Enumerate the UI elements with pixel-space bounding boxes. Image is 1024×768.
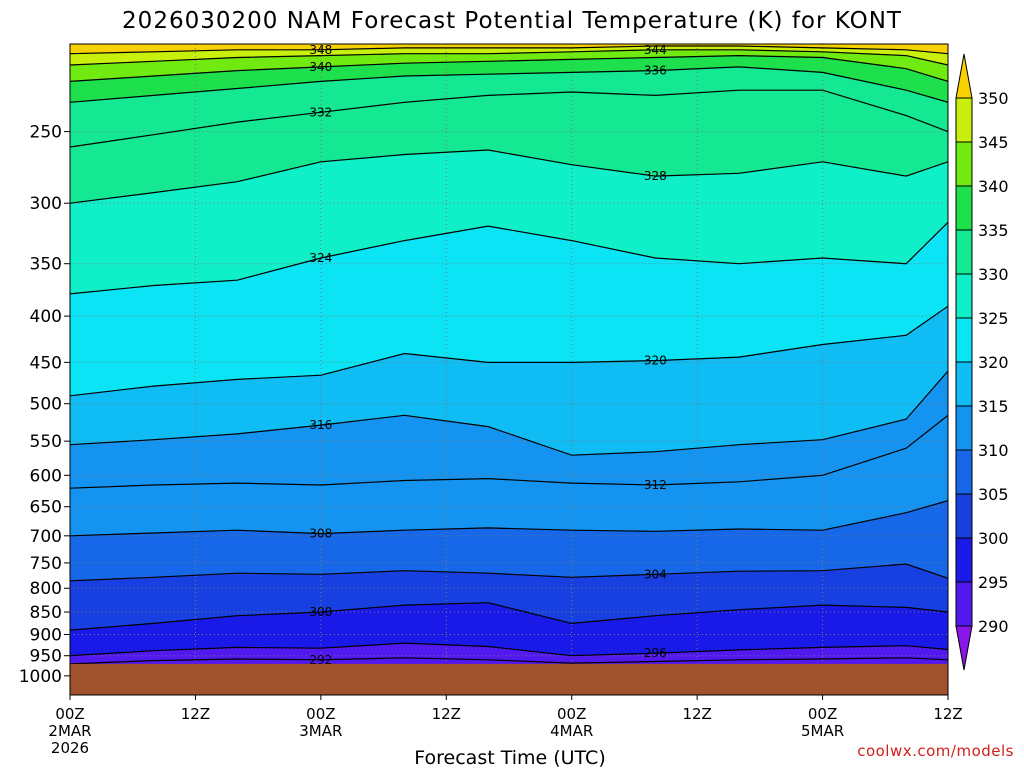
x-tick-date: 4MAR	[550, 722, 593, 740]
chart-title: 2026030200 NAM Forecast Potential Temper…	[122, 8, 902, 34]
contour-label: 312	[644, 478, 667, 492]
colorbar-arrow-bottom	[955, 625, 973, 671]
colorbar: 290 295 300 305 310 315 320 325 330 335 340 345 350	[955, 53, 1009, 671]
contour-label: 308	[309, 527, 332, 541]
isentrope-328	[70, 149, 948, 204]
colorbar-label: 310	[978, 441, 1009, 460]
x-tick-label: 12Z	[181, 705, 210, 723]
y-tick-label: 650	[30, 498, 62, 518]
isentrope-324	[70, 221, 948, 295]
colorbar-label: 320	[978, 353, 1009, 372]
plot-area: 292 296 300 304 308 312 316 320 324 328 332 336 340 3…	[70, 43, 948, 695]
colorbar-box	[955, 405, 973, 451]
colorbar-box	[955, 185, 973, 231]
colorbar-label: 345	[978, 133, 1009, 152]
colorbar-box	[955, 493, 973, 539]
x-tick-label: 00Z	[55, 705, 84, 723]
isentrope-344	[70, 49, 948, 66]
isentrope-332	[70, 89, 948, 148]
isentrope-292	[70, 657, 948, 665]
y-tick-label: 500	[30, 395, 62, 415]
colorbar-label: 290	[978, 617, 1009, 636]
contour-label: 316	[309, 418, 332, 432]
isentrope-304	[70, 563, 948, 582]
contour-label: 324	[309, 251, 332, 265]
ground-fill	[70, 663, 948, 695]
contour-label: 304	[644, 567, 667, 581]
x-tick-label: 00Z	[557, 705, 586, 723]
x-tick-label: 12Z	[432, 705, 461, 723]
x-tick-year: 2026	[51, 739, 89, 757]
y-tick-label: 800	[30, 579, 62, 599]
y-tick-label: 950	[30, 647, 62, 667]
colorbar-label: 340	[978, 177, 1009, 196]
colorbar-box	[955, 317, 973, 363]
y-tick-label: 550	[30, 432, 62, 452]
x-tick-label: 00Z	[306, 705, 335, 723]
contour-label: 328	[644, 169, 667, 183]
y-tick-label: 850	[30, 603, 62, 623]
y-axis: 2503003504004505005506006507007508008509…	[19, 123, 70, 687]
colorbar-label: 305	[978, 485, 1009, 504]
contour-label: 336	[644, 64, 667, 78]
plot-frame	[69, 43, 949, 696]
colorbar-label: 350	[978, 89, 1009, 108]
x-tick-label: 00Z	[808, 705, 837, 723]
isentrope-320	[70, 305, 948, 397]
isentrope-296	[70, 642, 948, 657]
colorbar-label: 300	[978, 529, 1009, 548]
y-tick-label: 350	[30, 255, 62, 275]
x-tick-date: 5MAR	[801, 722, 844, 740]
colorbar-box	[955, 273, 973, 319]
colorbar-box	[955, 361, 973, 407]
colorbar-label: 315	[978, 397, 1009, 416]
y-tick-label: 750	[30, 554, 62, 574]
y-tick-label: 700	[30, 527, 62, 547]
contour-label: 300	[309, 605, 332, 619]
colorbar-box	[955, 97, 973, 143]
contour-label: 344	[644, 43, 667, 57]
colorbar-arrow-top	[955, 53, 973, 99]
y-tick-label: 250	[30, 123, 62, 143]
colorbar-label: 325	[978, 309, 1009, 328]
y-tick-label: 450	[30, 353, 62, 373]
isentrope-308	[70, 500, 948, 537]
y-tick-label: 1000	[19, 667, 62, 687]
x-tick-date: 3MAR	[299, 722, 342, 740]
colorbar-box	[955, 581, 973, 627]
y-tick-label: 300	[30, 194, 62, 214]
contour-label: 332	[309, 105, 332, 119]
contour-label: 340	[309, 60, 332, 74]
contour-label: 292	[309, 653, 332, 667]
colorbar-box	[955, 229, 973, 275]
isentrope-312	[70, 414, 948, 489]
isentrope-340	[70, 54, 948, 82]
colorbar-label: 295	[978, 573, 1009, 592]
y-tick-label: 900	[30, 625, 62, 645]
contour-label: 320	[644, 354, 667, 368]
isentrope-348	[70, 45, 948, 55]
colorbar-label: 330	[978, 265, 1009, 284]
contour-label: 348	[309, 43, 332, 57]
colorbar-box	[955, 141, 973, 187]
credit-text: coolwx.com/models	[857, 742, 1014, 760]
contour-label: 296	[644, 646, 667, 660]
isentrope-316	[70, 370, 948, 456]
y-tick-label: 400	[30, 307, 62, 327]
x-tick-label: 12Z	[933, 705, 962, 723]
colorbar-box	[955, 449, 973, 495]
colorbar-box	[955, 537, 973, 583]
y-tick-label: 600	[30, 466, 62, 486]
x-axis-label: Forecast Time (UTC)	[414, 747, 605, 768]
x-tick-label: 12Z	[682, 705, 711, 723]
isentrope-300	[70, 602, 948, 631]
colorbar-label: 335	[978, 221, 1009, 240]
x-tick-date: 2MAR	[48, 722, 91, 740]
isentrope-336	[70, 66, 948, 103]
